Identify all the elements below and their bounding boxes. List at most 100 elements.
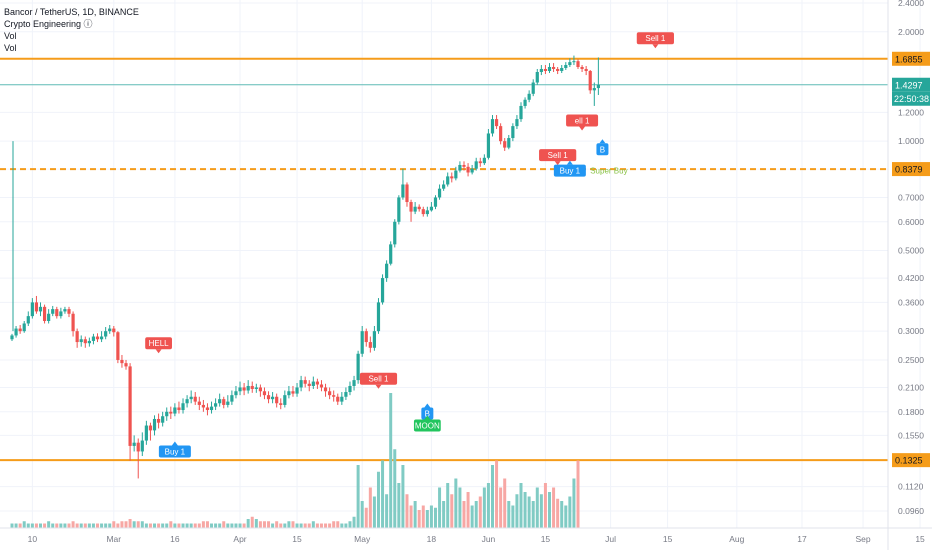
candle-body[interactable]: [79, 339, 83, 343]
candle-body[interactable]: [348, 385, 352, 393]
candle-body[interactable]: [568, 62, 572, 66]
candle-body[interactable]: [234, 391, 238, 396]
candle-body[interactable]: [132, 442, 136, 446]
vol-label-1[interactable]: Vol: [4, 31, 17, 41]
level-price-tag[interactable]: [892, 162, 930, 177]
candle-body[interactable]: [564, 65, 568, 68]
candle-body[interactable]: [291, 391, 295, 394]
indicator-label[interactable]: Crypto Engineering ⓘ: [4, 19, 93, 29]
candle-body[interactable]: [201, 404, 205, 408]
candle-body[interactable]: [266, 395, 271, 400]
candle-body[interactable]: [551, 66, 556, 69]
candle-body[interactable]: [226, 401, 230, 405]
candle-body[interactable]: [332, 395, 336, 397]
candle-body[interactable]: [95, 336, 100, 340]
candle-body[interactable]: [38, 306, 43, 312]
candle-body[interactable]: [413, 206, 417, 212]
candle-body[interactable]: [385, 263, 389, 279]
candle-body[interactable]: [556, 68, 560, 71]
candle-body[interactable]: [499, 126, 503, 142]
candle-body[interactable]: [14, 328, 18, 336]
signal-badge[interactable]: [158, 445, 191, 458]
candle-body[interactable]: [409, 202, 413, 212]
candle-body[interactable]: [572, 61, 576, 63]
candle-body[interactable]: [99, 336, 104, 340]
signal-badge[interactable]: [539, 149, 577, 162]
candle-body[interactable]: [344, 392, 348, 397]
candle-body[interactable]: [271, 396, 275, 400]
candle-body[interactable]: [148, 425, 153, 431]
candle-body[interactable]: [592, 88, 596, 91]
candle-body[interactable]: [478, 161, 482, 164]
candle-body[interactable]: [490, 119, 495, 134]
candle-body[interactable]: [539, 68, 543, 73]
candle-body[interactable]: [433, 197, 438, 207]
candle-body[interactable]: [421, 209, 425, 215]
candle-body[interactable]: [442, 184, 446, 189]
candle-body[interactable]: [209, 406, 214, 411]
candle-body[interactable]: [238, 387, 242, 392]
candle-body[interactable]: [104, 331, 108, 337]
candle-body[interactable]: [511, 126, 515, 139]
candle-body[interactable]: [108, 328, 112, 332]
candle-body[interactable]: [42, 306, 47, 321]
candle-body[interactable]: [197, 401, 201, 405]
candle-body[interactable]: [112, 328, 116, 333]
level-price-tag[interactable]: [892, 51, 930, 66]
candle-body[interactable]: [189, 396, 193, 400]
candle-body[interactable]: [254, 387, 258, 389]
candle-body[interactable]: [494, 119, 499, 127]
candle-body[interactable]: [161, 416, 165, 423]
candle-body[interactable]: [169, 411, 173, 414]
candle-body[interactable]: [140, 440, 144, 452]
candle-body[interactable]: [295, 387, 299, 394]
signal-badge[interactable]: [553, 164, 586, 177]
candle-body[interactable]: [450, 176, 454, 179]
candle-body[interactable]: [91, 336, 96, 341]
candle-body[interactable]: [262, 391, 267, 396]
candle-body[interactable]: [576, 61, 580, 67]
candle-body[interactable]: [193, 396, 197, 402]
candle-body[interactable]: [462, 164, 466, 167]
candle-body[interactable]: [315, 381, 319, 385]
candle-body[interactable]: [218, 399, 222, 404]
candle-body[interactable]: [360, 331, 364, 354]
candle-body[interactable]: [26, 316, 30, 324]
candle-body[interactable]: [429, 206, 434, 211]
candle-body[interactable]: [527, 93, 531, 100]
candle-body[interactable]: [482, 157, 486, 164]
candle-body[interactable]: [152, 418, 157, 431]
candle-body[interactable]: [328, 391, 332, 396]
candle-body[interactable]: [250, 385, 254, 389]
candle-body[interactable]: [596, 84, 600, 89]
candle-body[interactable]: [165, 411, 169, 417]
candle-body[interactable]: [311, 381, 315, 386]
candle-body[interactable]: [144, 425, 148, 441]
candle-body[interactable]: [63, 309, 67, 312]
candle-body[interactable]: [181, 403, 185, 411]
candle-body[interactable]: [30, 302, 34, 317]
candle-body[interactable]: [287, 391, 291, 396]
symbol-title[interactable]: Bancor / TetherUS, 1D, BINANCE: [4, 7, 139, 17]
candle-body[interactable]: [173, 407, 177, 414]
candle-body[interactable]: [588, 70, 592, 91]
candle-body[interactable]: [136, 442, 140, 452]
signal-badge[interactable]: [359, 372, 398, 385]
candle-body[interactable]: [128, 366, 132, 446]
candle-body[interactable]: [177, 407, 181, 411]
candle-body[interactable]: [47, 313, 51, 321]
candle-body[interactable]: [417, 206, 421, 210]
signal-badge[interactable]: [566, 114, 599, 127]
candle-body[interactable]: [376, 302, 381, 332]
signal-badge[interactable]: [413, 419, 441, 432]
candle-body[interactable]: [51, 309, 55, 314]
last-price-tag[interactable]: [892, 77, 930, 92]
candle-body[interactable]: [242, 387, 246, 391]
candle-body[interactable]: [275, 396, 279, 404]
candle-body[interactable]: [454, 170, 458, 179]
candle-body[interactable]: [18, 328, 22, 332]
candle-body[interactable]: [580, 66, 584, 69]
candle-body[interactable]: [55, 309, 59, 317]
candle-body[interactable]: [124, 363, 128, 367]
candle-body[interactable]: [156, 418, 161, 423]
